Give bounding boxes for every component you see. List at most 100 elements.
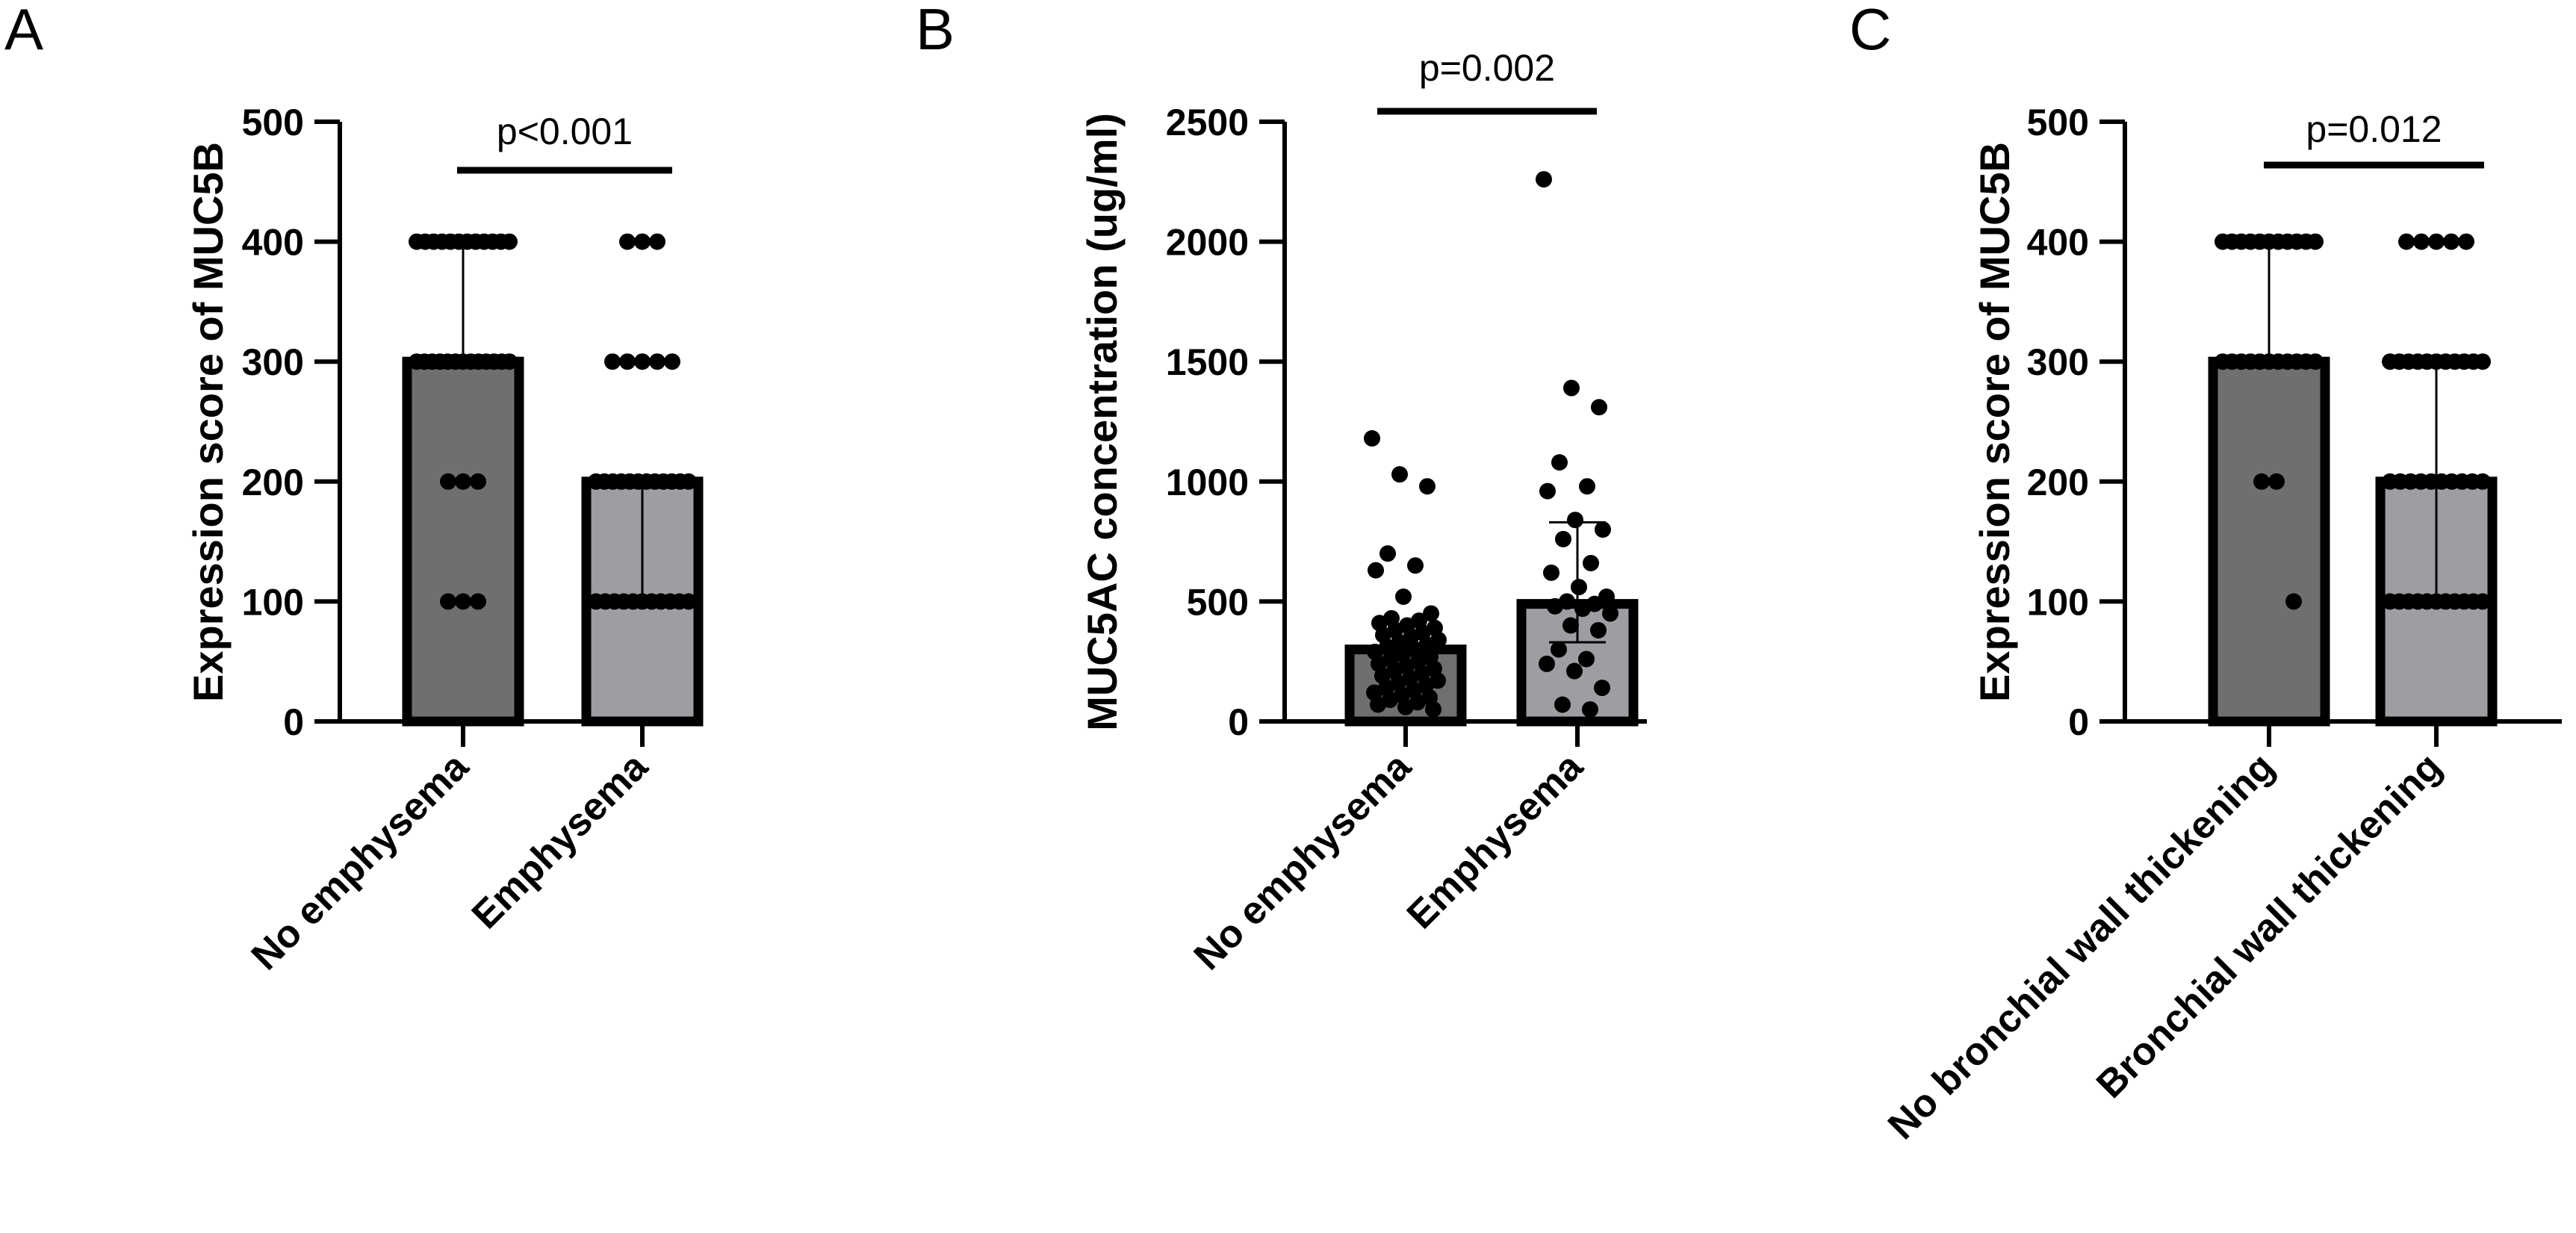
data-point xyxy=(1536,171,1552,188)
data-point xyxy=(1598,588,1615,605)
panel-letter: C xyxy=(1849,0,1891,62)
data-point xyxy=(634,233,651,250)
data-point xyxy=(1595,521,1611,538)
data-point xyxy=(2474,593,2491,610)
data-point xyxy=(619,233,636,250)
data-point xyxy=(664,353,680,370)
data-point xyxy=(1539,482,1556,500)
y-tick-label: 100 xyxy=(2027,581,2089,623)
data-point xyxy=(440,473,456,490)
data-point xyxy=(1543,564,1559,581)
data-point xyxy=(604,353,621,370)
data-point xyxy=(634,353,651,370)
data-point xyxy=(440,593,456,610)
x-tick-label: Bronchial wall thickening xyxy=(2088,745,2450,1106)
data-point xyxy=(1547,597,1563,615)
data-point xyxy=(1425,701,1441,718)
data-point xyxy=(2285,593,2302,610)
y-tick-label: 100 xyxy=(242,581,304,623)
data-point xyxy=(2458,233,2474,250)
y-tick-label: 0 xyxy=(1228,701,1249,743)
x-tick-label: Emphysema xyxy=(464,745,657,937)
data-point xyxy=(649,233,665,250)
y-tick-label: 0 xyxy=(283,701,304,743)
data-point xyxy=(2268,473,2285,490)
panel-b: B 0 500 1000 1500 2000 2500 No emphysemaEmphyse… xyxy=(916,0,1647,978)
data-point xyxy=(1602,605,1618,622)
data-point xyxy=(1590,621,1607,639)
y-axis-label: Expression score of MUC5B xyxy=(1971,142,2018,702)
p-value-label: p=0.012 xyxy=(2306,108,2442,150)
data-point xyxy=(2428,233,2445,250)
y-tick-label: 300 xyxy=(2027,341,2089,383)
y-tick-label: 200 xyxy=(242,462,304,503)
x-tick-label: No emphysema xyxy=(243,745,478,979)
p-value-label: p=0.002 xyxy=(1419,47,1555,89)
data-point xyxy=(2398,233,2415,250)
data-point xyxy=(501,233,518,250)
data-point xyxy=(2443,233,2459,250)
data-point xyxy=(1423,605,1439,622)
data-point xyxy=(2413,233,2430,250)
bar xyxy=(402,356,524,727)
data-point xyxy=(2474,473,2491,490)
data-point xyxy=(1551,454,1568,471)
y-tick-label: 1500 xyxy=(1166,341,1249,383)
y-tick-label: 200 xyxy=(2027,462,2089,503)
y-tick-label: 500 xyxy=(1187,581,1249,623)
data-point xyxy=(1370,696,1386,713)
p-value-label: p<0.001 xyxy=(497,111,633,152)
data-point xyxy=(1582,701,1598,718)
y-tick-label: 2000 xyxy=(1166,222,1249,264)
data-point xyxy=(1591,399,1607,416)
y-axis-label: Expression score of MUC5B xyxy=(184,142,232,702)
data-point xyxy=(1594,680,1610,697)
data-point xyxy=(2307,233,2324,250)
data-point xyxy=(680,593,697,610)
data-point xyxy=(1368,562,1384,579)
data-point xyxy=(1579,478,1595,495)
data-point xyxy=(1551,641,1567,658)
y-tick-label: 0 xyxy=(2068,701,2089,743)
data-point xyxy=(1578,650,1595,668)
y-axis-label: MUC5AC concentration (ug/ml) xyxy=(1078,113,1126,731)
data-point xyxy=(1562,617,1579,634)
data-point xyxy=(1407,557,1424,574)
data-point xyxy=(455,593,471,610)
data-point xyxy=(1554,696,1571,713)
data-point xyxy=(1583,555,1599,572)
x-tick-label: No emphysema xyxy=(1186,745,1421,979)
data-point xyxy=(501,353,518,370)
y-tick-label: 300 xyxy=(242,341,304,383)
panel-letter: A xyxy=(4,0,43,62)
data-point xyxy=(1574,600,1591,618)
data-point xyxy=(2307,353,2324,370)
data-point xyxy=(1566,662,1583,680)
data-point xyxy=(470,473,486,490)
data-point xyxy=(470,593,486,610)
data-point xyxy=(649,353,665,370)
data-point xyxy=(1571,579,1587,596)
data-point xyxy=(2253,473,2270,490)
data-point xyxy=(1395,588,1412,605)
bar xyxy=(2208,356,2330,727)
data-point xyxy=(619,353,636,370)
data-point xyxy=(1364,429,1380,447)
data-point xyxy=(1391,466,1408,483)
y-tick-label: 500 xyxy=(2027,102,2089,143)
x-tick-label: Emphysema xyxy=(1399,745,1592,937)
data-point xyxy=(680,473,697,490)
data-point xyxy=(1563,379,1580,397)
panel-letter: B xyxy=(916,0,955,62)
data-point xyxy=(1379,545,1396,562)
data-point xyxy=(2474,353,2491,370)
data-point xyxy=(1539,655,1555,672)
data-point xyxy=(1419,478,1436,495)
data-point xyxy=(1397,698,1414,715)
data-point xyxy=(1555,530,1571,547)
data-point xyxy=(1567,512,1583,529)
y-tick-label: 400 xyxy=(242,222,304,264)
